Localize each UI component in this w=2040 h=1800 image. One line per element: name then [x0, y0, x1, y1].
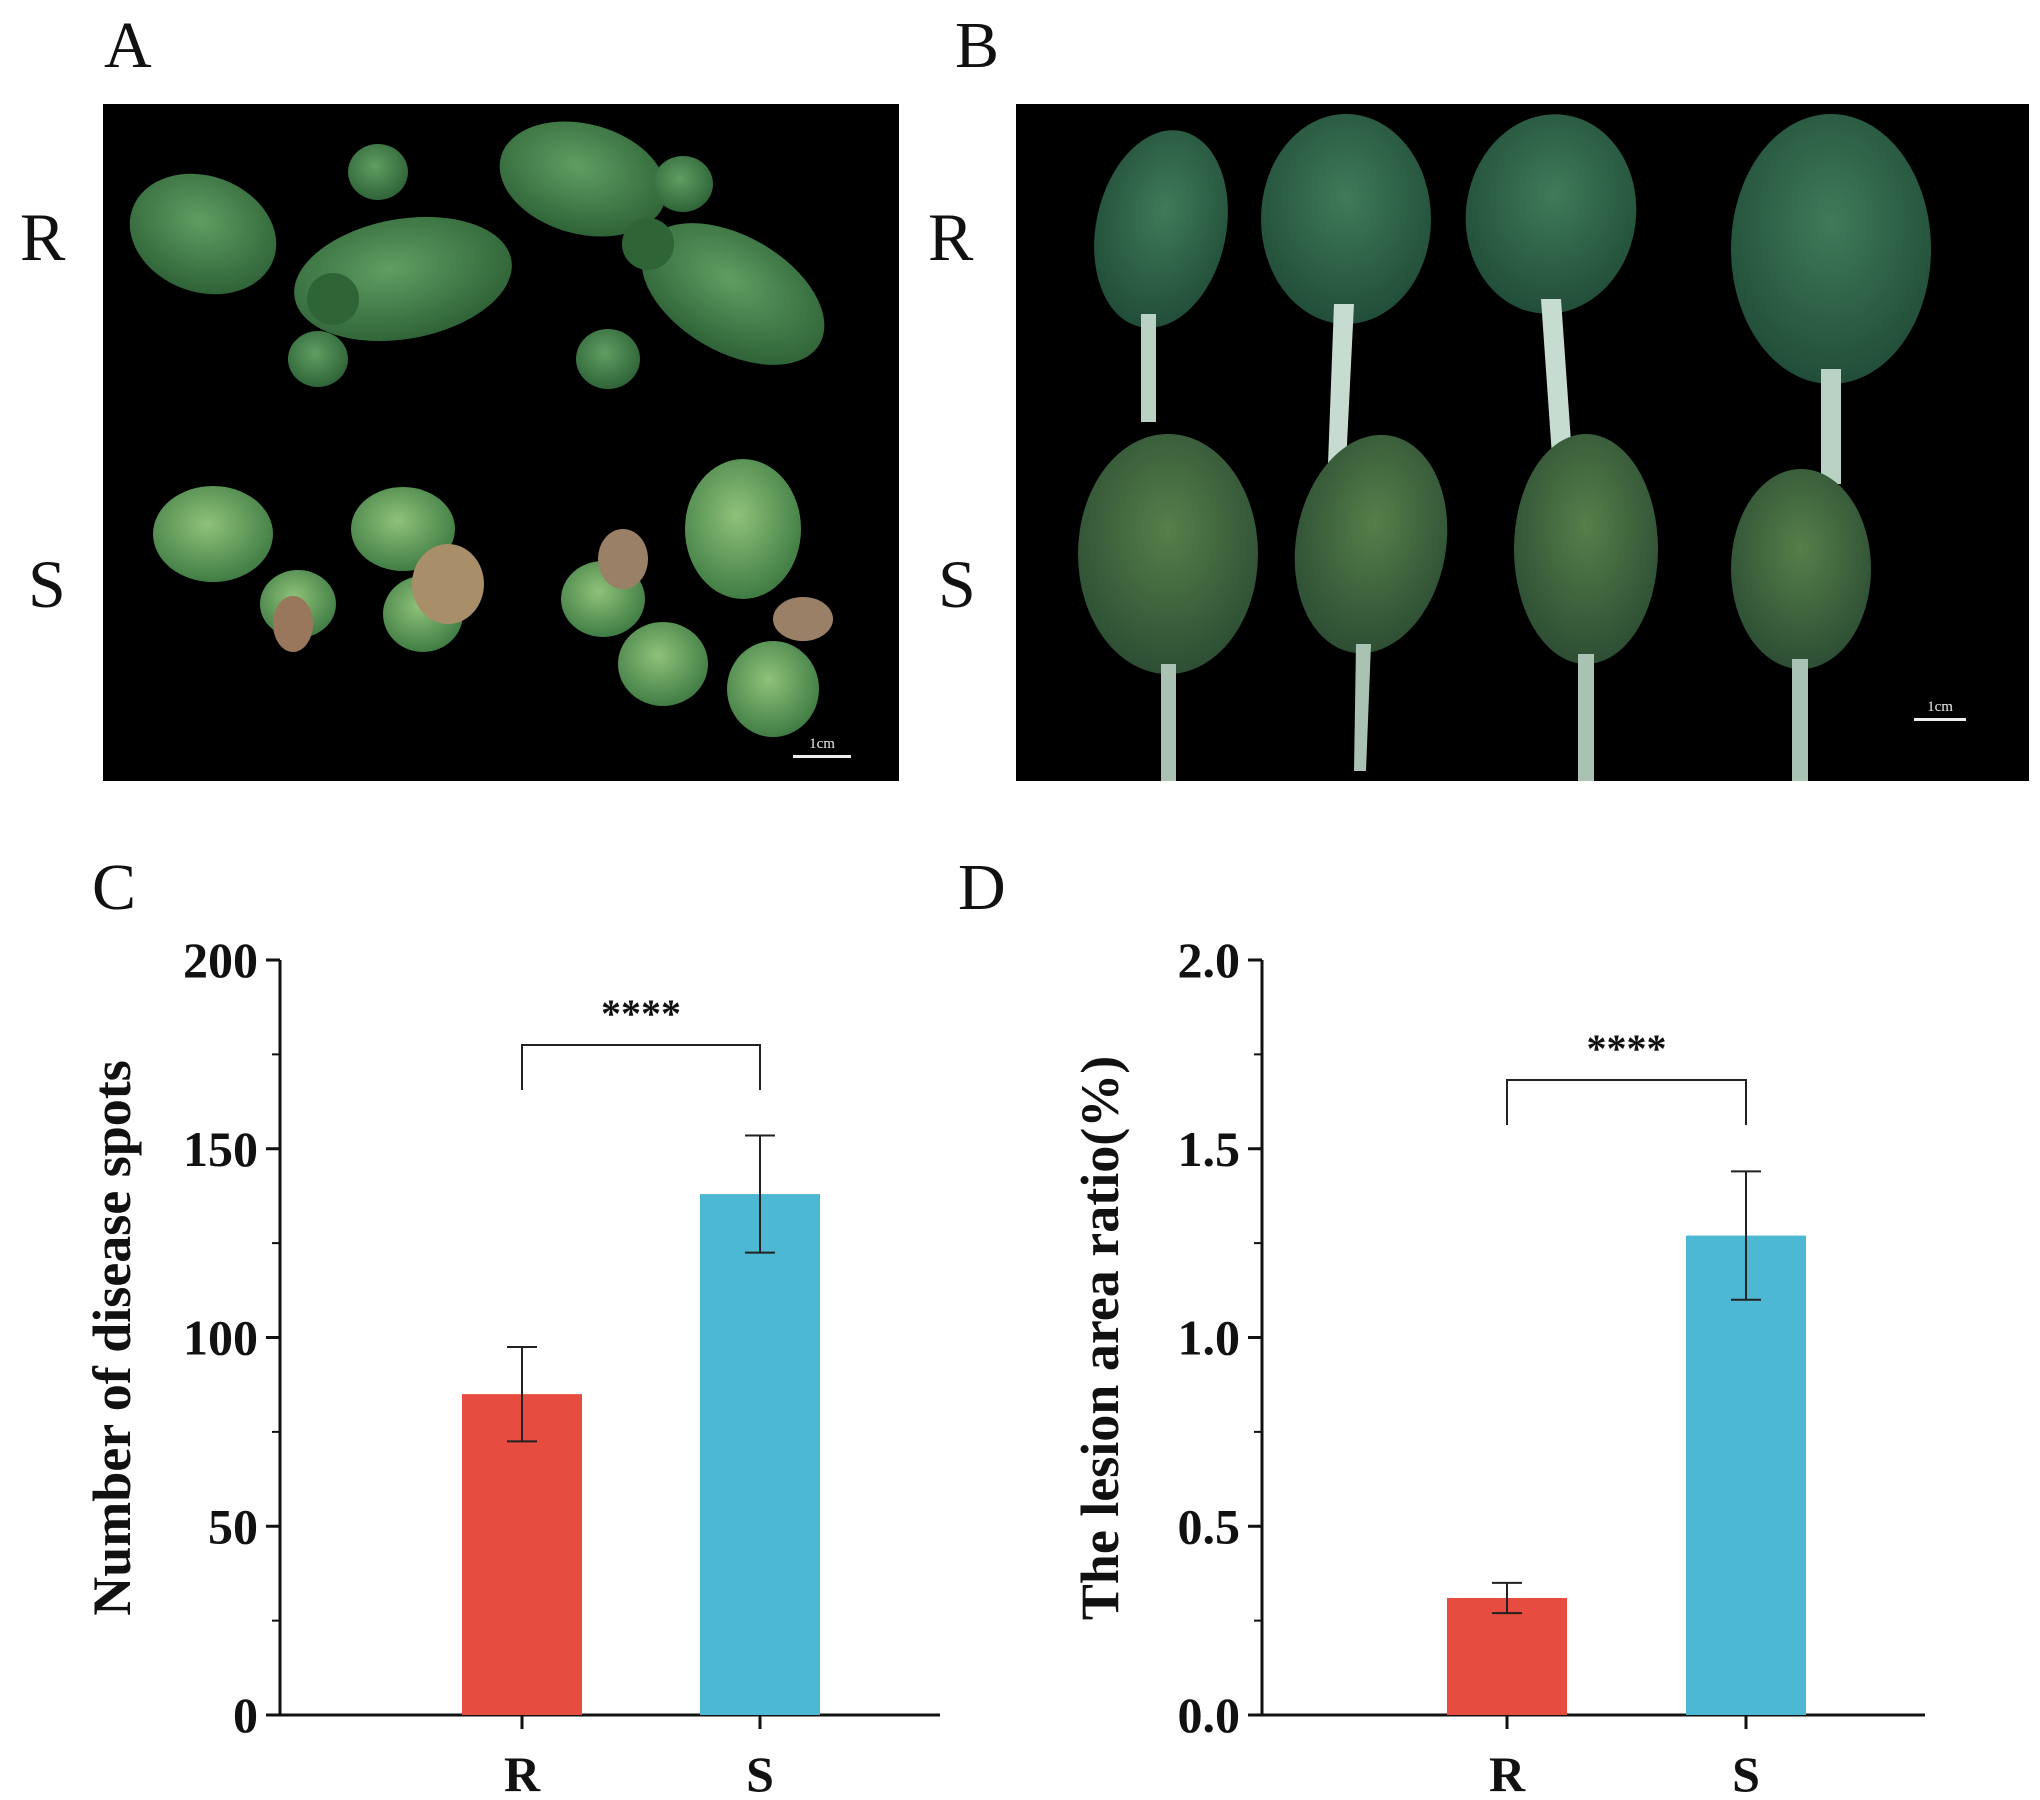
- y-tick-label-d: 0.0: [1178, 1687, 1241, 1743]
- significance-label-c: ****: [601, 991, 681, 1036]
- panel-b-label-s: S: [938, 546, 976, 622]
- bar-d-s: [1686, 1235, 1806, 1715]
- panel-a-label-r: R: [20, 199, 66, 275]
- y-axis-title-d: The lesion area ratio(%): [1070, 1056, 1130, 1620]
- panel-letter-d: D: [958, 851, 1006, 924]
- x-tick-label-c-r: R: [504, 1746, 541, 1800]
- photo-seedlings: 1cm: [103, 104, 899, 781]
- significance-bracket-c: [521, 1044, 761, 1090]
- x-tick-label-c-s: S: [746, 1746, 774, 1800]
- panel-letter-a: A: [104, 9, 152, 82]
- significance-bracket-d: [1506, 1079, 1747, 1125]
- y-tick-label-d: 0.5: [1178, 1498, 1241, 1554]
- y-tick-label-c: 100: [183, 1310, 258, 1366]
- y-tick-label-c: 50: [208, 1498, 258, 1554]
- leaves-illustration: [1078, 114, 1931, 781]
- x-tick-label-d-s: S: [1732, 1746, 1760, 1800]
- y-axis-title-c: Number of disease spots: [82, 1060, 142, 1616]
- y-tick-label-d: 1.0: [1178, 1310, 1241, 1366]
- y-tick-label-c: 200: [183, 932, 258, 988]
- bar-d-r: [1447, 1597, 1567, 1715]
- bar-c-r: [462, 1394, 582, 1715]
- y-tick-label-c: 0: [233, 1687, 258, 1743]
- x-tick-label-d-r: R: [1489, 1746, 1526, 1800]
- scale-text-a: 1cm: [809, 736, 835, 752]
- photo-detached-leaves: 1cm: [1016, 104, 2029, 781]
- panel-a-label-s: S: [28, 546, 66, 622]
- scale-text-b: 1cm: [1927, 699, 1953, 715]
- y-tick-label-d: 1.5: [1178, 1121, 1241, 1177]
- y-tick-label-c: 150: [183, 1121, 258, 1177]
- panel-letter-c: C: [92, 851, 137, 924]
- scale-bar-a: 1cm: [793, 736, 851, 758]
- significance-label-d: ****: [1587, 1026, 1667, 1071]
- bar-c-s: [700, 1194, 820, 1715]
- panel-b-label-r: R: [928, 199, 974, 275]
- panel-letter-b: B: [955, 9, 1000, 82]
- seedlings-illustration: [129, 121, 833, 737]
- scale-bar-b: 1cm: [1914, 699, 1966, 721]
- y-tick-label-d: 2.0: [1178, 932, 1241, 988]
